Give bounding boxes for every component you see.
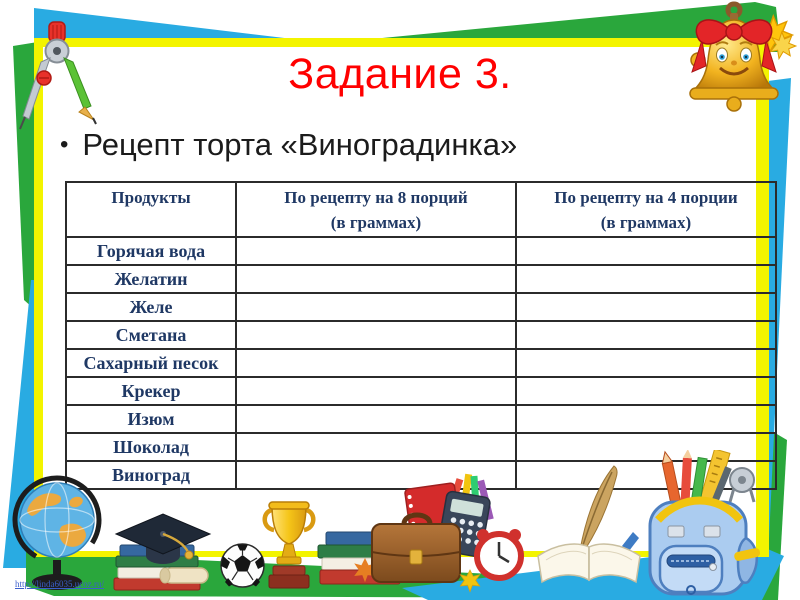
graduation-cap-books-icon bbox=[113, 513, 212, 591]
product-cell: Сметана bbox=[65, 320, 237, 350]
per4-cell bbox=[515, 432, 777, 462]
briefcase-icon bbox=[371, 512, 461, 583]
page-title: Задание 3. bbox=[288, 50, 512, 98]
soccer-ball-icon bbox=[220, 543, 265, 588]
watermark-link[interactable]: http://linda6035.ucoz.ru/ bbox=[15, 579, 104, 589]
product-cell: Горячая вода bbox=[65, 236, 237, 266]
column-header-products: Продукты bbox=[65, 181, 237, 238]
per4-cell bbox=[515, 320, 777, 350]
trophy-icon bbox=[262, 501, 316, 589]
product-cell: Изюм bbox=[65, 404, 237, 434]
table-row: Сметана bbox=[65, 320, 777, 350]
table-row: Виноград bbox=[65, 460, 777, 490]
per8-cell bbox=[235, 348, 517, 378]
table-row: Желе bbox=[65, 292, 777, 322]
product-cell: Желе bbox=[65, 292, 237, 322]
per8-cell bbox=[235, 236, 517, 266]
product-cell: Крекер bbox=[65, 376, 237, 406]
table-row: Горячая вода bbox=[65, 236, 777, 266]
product-cell: Желатин bbox=[65, 264, 237, 294]
table-header-row: Продукты По рецепту на 8 порций (в грамм… bbox=[65, 181, 777, 238]
backpack-icon bbox=[648, 450, 761, 596]
per8-cell bbox=[235, 432, 517, 462]
per4-cell bbox=[515, 376, 777, 406]
per4-cell bbox=[515, 404, 777, 434]
drawing-compass-icon bbox=[19, 21, 97, 130]
product-cell: Сахарный песок bbox=[65, 348, 237, 378]
per8-cell bbox=[235, 264, 517, 294]
open-book-quill-icon bbox=[537, 465, 641, 584]
per8-cell bbox=[235, 404, 517, 434]
product-cell: Виноград bbox=[65, 460, 237, 490]
table-row: Шоколад bbox=[65, 432, 777, 462]
per4-cell bbox=[515, 264, 777, 294]
school-bell-icon bbox=[689, 1, 798, 112]
column-header-per8: По рецепту на 8 порций (в граммах) bbox=[235, 181, 517, 238]
diploma-scroll-icon bbox=[163, 567, 209, 584]
per4-cell bbox=[515, 348, 777, 378]
globe-icon bbox=[12, 475, 102, 590]
per4-cell bbox=[515, 292, 777, 322]
table-row: Изюм bbox=[65, 404, 777, 434]
per8-cell bbox=[235, 376, 517, 406]
subtitle-text: Рецепт торта «Виноградинка» bbox=[82, 127, 518, 162]
per8-cell bbox=[235, 292, 517, 322]
product-cell: Шоколад bbox=[65, 432, 237, 462]
table-row: Сахарный песок bbox=[65, 348, 777, 378]
column-header-per4: По рецепту на 4 порции (в граммах) bbox=[515, 181, 777, 238]
table-row: Крекер bbox=[65, 376, 777, 406]
bullet-marker: • bbox=[60, 131, 69, 158]
per8-cell bbox=[235, 320, 517, 350]
table-row: Желатин bbox=[65, 264, 777, 294]
alarm-clock-icon bbox=[474, 529, 524, 581]
per4-cell bbox=[515, 236, 777, 266]
recipe-table: Продукты По рецепту на 8 порций (в грамм… bbox=[65, 181, 777, 490]
subtitle-bullet-item: • Рецепт торта «Виноградинка» bbox=[60, 127, 517, 163]
school-supplies-icon bbox=[317, 473, 524, 593]
